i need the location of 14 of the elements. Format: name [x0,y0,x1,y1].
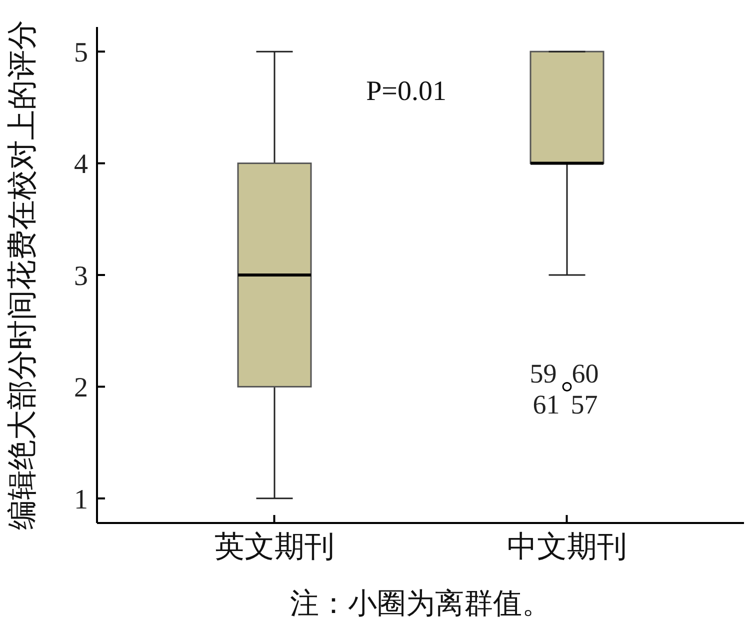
text: 注：小圈为离群值。 [289,588,552,620]
annotation: P=0.01 [366,76,446,107]
annotation: 61 [532,390,560,420]
y-tick-label: 2 [74,372,88,404]
annotation: 59 [530,358,557,389]
y-tick-label: 1 [74,484,88,516]
y-tick-label: 3 [74,260,88,292]
annotation: 60 [572,358,599,389]
y-tick-label: 5 [74,38,88,69]
x-tick-label: 英文期刊 [214,530,334,564]
x-tick-label: 中文期刊 [506,530,627,564]
annotation: 57 [570,390,598,420]
y-tick-label: 4 [74,149,88,180]
y-axis-title: 编辑绝大部分时间花费在校对上的评分 [6,20,38,530]
